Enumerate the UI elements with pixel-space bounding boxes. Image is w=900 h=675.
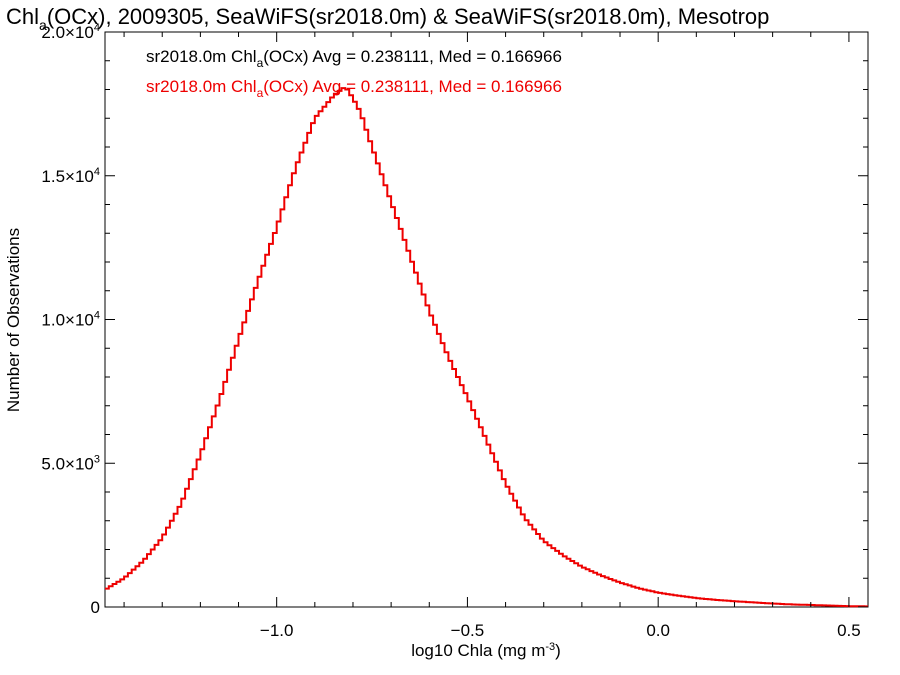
x-tick-label: −1.0: [260, 621, 294, 640]
x-tick-label: −0.5: [451, 621, 485, 640]
chart-title: Chla(OCx), 2009305, SeaWiFS(sr2018.0m) &…: [6, 4, 769, 33]
histogram-series-0: [105, 87, 868, 608]
y-tick-label: 2.0×104: [41, 22, 100, 42]
legend-entry-red: sr2018.0m Chla(OCx) Avg = 0.238111, Med …: [146, 77, 562, 100]
legend-entry-black: sr2018.0m Chla(OCx) Avg = 0.238111, Med …: [146, 47, 562, 70]
axis-ticks: −1.0 −0.5 0.0 0.5 0 5.0×103 1.0×104 1.5×104 2.0×…: [41, 22, 868, 640]
y-axis-label: Number of Observations: [4, 228, 23, 412]
x-axis-label: log10 Chla (mg m-3): [411, 641, 561, 660]
plot-frame: [104, 31, 869, 608]
y-tick-label: 1.0×104: [41, 310, 100, 330]
x-tick-label: 0.0: [646, 621, 670, 640]
y-tick-label: 0: [91, 598, 100, 617]
plot-area: [104, 31, 869, 608]
y-tick-label: 1.5×104: [41, 166, 100, 186]
x-tick-label: 0.5: [837, 621, 861, 640]
y-tick-label: 5.0×103: [41, 453, 100, 473]
